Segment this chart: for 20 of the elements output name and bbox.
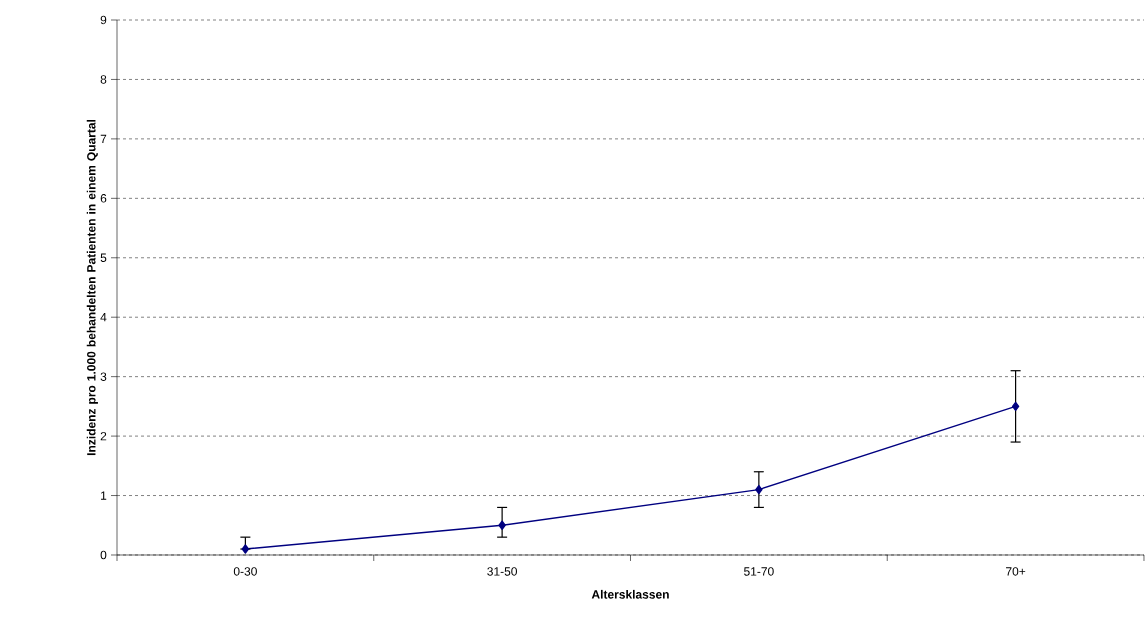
x-tick-label: 70+ (1006, 567, 1026, 576)
x-tick-label: 31-50 (487, 567, 517, 576)
point (498, 520, 506, 530)
y-tick-label: 4 (100, 313, 107, 322)
x-axis-title: Altersklassen (591, 589, 669, 599)
point (241, 544, 250, 554)
y-tick-label: 2 (100, 431, 107, 441)
point (1011, 401, 1020, 412)
y-tick-label: 9 (100, 15, 107, 25)
y-tick-label: 5 (100, 253, 107, 262)
y-tick-label: 3 (100, 372, 107, 381)
y-tick-label: 1 (101, 491, 107, 500)
y-tick-label: 8 (100, 75, 107, 84)
y-tick-label: 7 (100, 134, 107, 144)
y-tick-label: 0 (100, 550, 107, 560)
x-tick-label: 51-70 (744, 567, 774, 576)
point (755, 484, 763, 495)
x-tick-label: 0-30 (233, 567, 257, 576)
y-axis-title: Inzidenz pro 1.000 behandelten Patienten in einem Quartal (86, 119, 98, 456)
y-tick-label: 6 (100, 194, 107, 203)
